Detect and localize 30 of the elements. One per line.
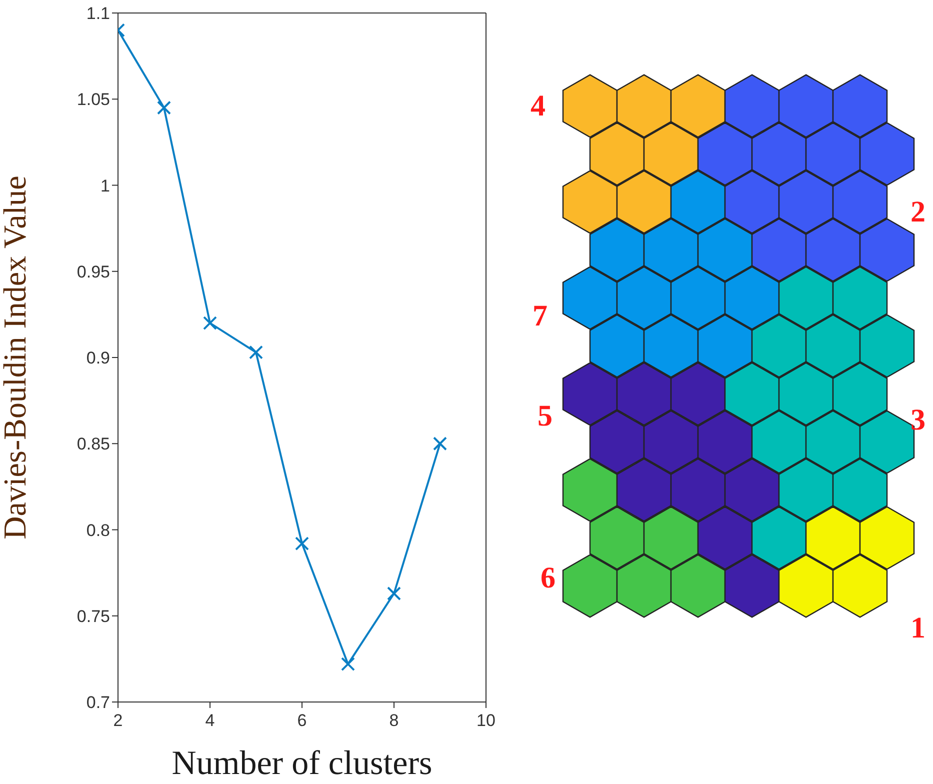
point (249, 345, 263, 360)
y-axis-title: Davies-Bouldin Index Value (0, 176, 32, 540)
y-tick-label: 0.9 (86, 348, 110, 368)
point (157, 100, 171, 115)
text: 4 (530, 90, 546, 122)
y-tick-label: 0.8 (86, 520, 110, 540)
x-tick-label: 4 (205, 711, 215, 730)
y-tick-label: 0.75 (76, 606, 110, 626)
y-tick-label: 1.1 (86, 4, 110, 24)
x-tick-label: 10 (476, 711, 496, 730)
x-tick-label: 2 (113, 711, 123, 730)
y-tick-label: 1 (100, 176, 110, 196)
x-tick-label: 6 (297, 711, 307, 730)
text: 2 (910, 196, 926, 228)
x-axis-title: Number of clusters (172, 745, 432, 782)
point (433, 436, 447, 451)
y-tick-label: 0.85 (76, 434, 110, 454)
text: 1 (910, 612, 926, 644)
text: 5 (538, 400, 552, 432)
point (341, 657, 355, 672)
point (387, 586, 401, 600)
text: 7 (532, 300, 548, 332)
x-tick-label: 8 (389, 711, 399, 730)
point (203, 316, 217, 330)
y-tick-label: 0.7 (86, 693, 110, 712)
y-tick-label: 1.05 (76, 90, 110, 110)
y-tick-label: 0.95 (76, 262, 110, 282)
text: 3 (910, 404, 926, 436)
point (295, 536, 309, 551)
text: 6 (540, 562, 556, 594)
